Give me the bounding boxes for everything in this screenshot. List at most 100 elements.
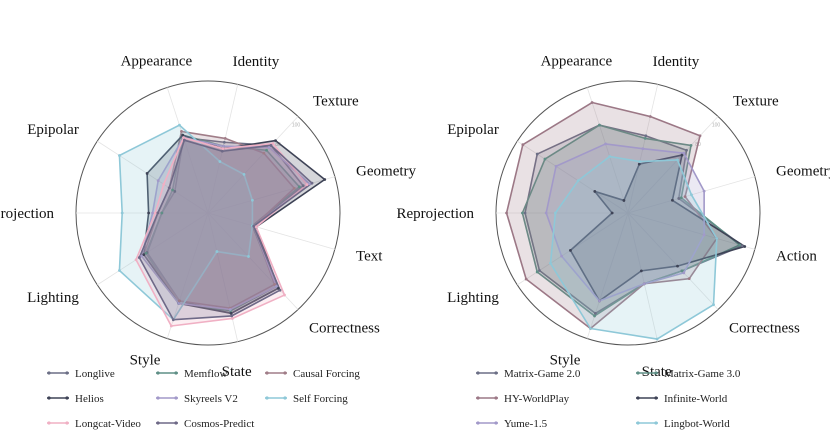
data-point-causal-forcing	[180, 129, 183, 133]
data-point-matrix-game-3-0	[680, 269, 684, 273]
data-point-lingbot-world	[638, 160, 642, 163]
data-point-matrix-game-2-0	[677, 197, 681, 200]
legend-item-causal-forcing[interactable]: Causal Forcing	[265, 368, 360, 380]
data-point-matrix-game-3-0	[593, 314, 596, 318]
legend-item-cosmos-predict[interactable]: Cosmos-Predict	[156, 418, 254, 430]
data-point-lingbot-world	[549, 261, 552, 265]
legend-item-memflow[interactable]: Memflow	[156, 368, 227, 380]
radar-spoke	[97, 212, 209, 286]
legend-marker	[156, 421, 160, 425]
radar-spoke	[166, 87, 209, 214]
legend-item-helios[interactable]: Helios	[47, 393, 104, 405]
axis-label-identity: Identity	[233, 54, 280, 70]
legend-marker	[494, 396, 498, 400]
data-point-skyreels-v2	[151, 211, 154, 215]
legend-item-skyreels-v2[interactable]: Skyreels V2	[156, 393, 238, 405]
data-point-matrix-game-3-0	[535, 270, 539, 274]
data-point-longcat-video	[134, 258, 138, 262]
data-point-skyreels-v2	[140, 254, 143, 258]
data-point-longcat-video	[283, 293, 286, 297]
legend-label: Matrix-Game 2.0	[504, 368, 581, 380]
legend-item-matrix-game-2-0[interactable]: Matrix-Game 2.0	[476, 368, 581, 380]
legend-marker	[476, 371, 480, 375]
data-point-hy-worldplay	[505, 211, 508, 215]
axis-label-action: Action	[776, 248, 817, 264]
data-point-hy-worldplay	[687, 277, 691, 281]
data-point-helios	[323, 178, 327, 181]
data-point-longcat-video	[169, 324, 173, 328]
legend-item-hy-worldplay[interactable]: HY-WorldPlay	[476, 393, 570, 405]
legend-marker	[47, 421, 51, 425]
data-point-causal-forcing	[292, 186, 296, 190]
legend-marker	[494, 421, 498, 425]
axis-label-correctness: Correctness	[309, 321, 380, 337]
data-point-lingbot-world	[676, 158, 679, 162]
legend-item-yume-1-5[interactable]: Yume-1.5	[476, 418, 548, 430]
axis-label-identity: Identity	[653, 54, 700, 70]
legend-marker	[174, 421, 178, 425]
axis-label-texture: Texture	[313, 93, 359, 109]
data-point-longcat-video	[153, 211, 157, 215]
data-point-hy-worldplay	[524, 277, 528, 281]
data-point-cosmos-predict	[137, 256, 141, 259]
axis-label-reprojection: Reprojection	[0, 206, 54, 222]
series-area-matrix-game-3-0	[521, 124, 741, 317]
series-area-lingbot-world	[549, 155, 718, 340]
axis-label-geometry: Geometry	[776, 164, 830, 180]
data-point-lingbot-world	[576, 179, 580, 183]
data-point-memflow	[297, 185, 301, 189]
data-point-matrix-game-3-0	[521, 211, 524, 215]
legend-marker	[283, 371, 287, 375]
data-point-infinite-world	[671, 198, 674, 202]
axis-label-appearance: Appearance	[541, 54, 613, 70]
axis-label-epipolar: Epipolar	[447, 122, 499, 138]
radar-spoke	[517, 140, 629, 214]
legend-item-self-forcing[interactable]: Self Forcing	[265, 393, 348, 405]
legend-item-infinite-world[interactable]: Infinite-World	[636, 393, 728, 405]
legend-label: Memflow	[184, 368, 227, 380]
radar-tick-label: 100	[712, 122, 721, 128]
data-point-matrix-game-2-0	[535, 152, 539, 156]
radar-spoke	[627, 212, 659, 342]
data-point-matrix-game-2-0	[538, 269, 541, 272]
data-point-skyreels-v2	[228, 308, 232, 311]
data-point-helios	[142, 253, 146, 257]
data-point-self-forcing	[251, 198, 254, 202]
data-point-yume-1-5	[598, 299, 601, 303]
data-point-yume-1-5	[604, 142, 607, 146]
legend-label: Skyreels V2	[184, 393, 238, 405]
legend-label: Causal Forcing	[293, 368, 360, 380]
data-point-longlive	[222, 140, 226, 144]
legend-label: Lingbot-World	[664, 418, 730, 430]
data-point-matrix-game-3-0	[643, 137, 647, 140]
data-point-infinite-world	[622, 199, 626, 202]
data-point-matrix-game-3-0	[543, 157, 547, 161]
data-point-yume-1-5	[642, 282, 646, 286]
data-point-cosmos-predict	[220, 149, 224, 153]
data-point-skyreels-v2	[267, 145, 271, 149]
axis-label-reprojection: Reprojection	[397, 206, 475, 222]
data-point-lingbot-world	[655, 337, 659, 341]
data-point-cosmos-predict	[230, 314, 234, 318]
data-point-cosmos-predict	[269, 144, 273, 147]
data-point-cosmos-predict	[171, 318, 175, 322]
legend-item-lingbot-world[interactable]: Lingbot-World	[636, 418, 730, 430]
data-point-matrix-game-3-0	[598, 123, 601, 127]
data-point-hy-worldplay	[698, 134, 702, 138]
legend-label: Longcat-Video	[75, 418, 141, 430]
radar-spoke	[207, 212, 239, 342]
data-point-yume-1-5	[682, 271, 686, 275]
data-point-lingbot-world	[608, 155, 612, 158]
legend-item-longlive[interactable]: Longlive	[47, 368, 115, 380]
legend-item-matrix-game-3-0[interactable]: Matrix-Game 3.0	[636, 368, 741, 380]
data-point-causal-forcing	[223, 137, 227, 140]
data-point-matrix-game-2-0	[644, 134, 648, 138]
legend-item-longcat-video[interactable]: Longcat-Video	[47, 418, 141, 430]
data-point-hy-worldplay	[590, 101, 594, 104]
radar-chart-right: 80100AppearanceIdentityTextureGeometryAc…	[397, 54, 830, 430]
data-point-infinite-world	[743, 245, 747, 248]
radar-spoke	[627, 212, 755, 250]
legend-marker	[265, 396, 269, 400]
axis-label-epipolar: Epipolar	[27, 122, 79, 138]
